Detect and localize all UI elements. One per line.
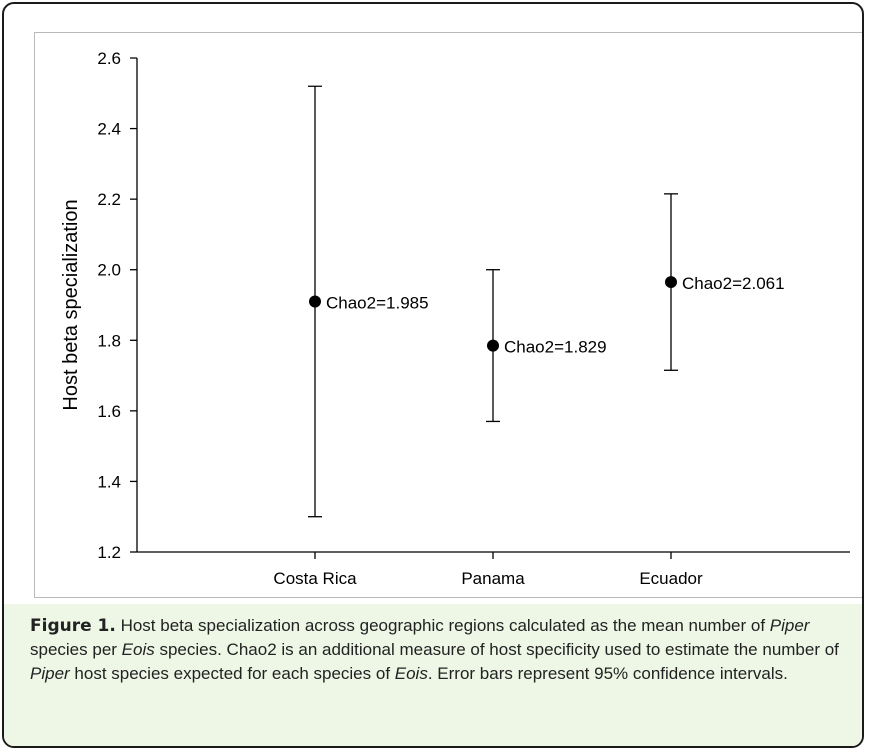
x-tick-label-1: Panama (461, 569, 525, 588)
y-tick-label-1: 1.4 (97, 472, 121, 491)
figure-caption: Figure 1. Host beta specialization acros… (30, 614, 840, 686)
caption-text-1: Host beta specialization across geograph… (115, 616, 770, 635)
plot-panel: 1.2 1.4 1.6 1.8 2.0 2.2 2.4 2.6 Host beta specia… (34, 32, 862, 598)
data-point-2 (665, 276, 677, 289)
data-point-0 (309, 295, 321, 308)
x-tick-label-2: Ecuador (639, 569, 703, 588)
caption-text-4: host species expected for each species o… (69, 664, 395, 683)
y-tick-label-0: 1.2 (97, 543, 121, 562)
y-tick-label-2: 1.6 (97, 402, 121, 421)
figure-label: Figure 1. (30, 616, 116, 636)
caption-italic-eois-2: Eois (394, 664, 428, 683)
caption-italic-eois-1: Eois (121, 640, 155, 659)
data-point-1 (487, 339, 499, 352)
y-tick-label-4: 2.0 (97, 261, 121, 280)
data-label-0: Chao2=1.985 (326, 293, 429, 312)
y-tick-label-5: 2.2 (97, 190, 121, 209)
y-tick-label-3: 1.8 (97, 331, 121, 350)
chart: 1.2 1.4 1.6 1.8 2.0 2.2 2.4 2.6 Host beta specia… (60, 49, 850, 588)
caption-text-3: species. Chao2 is an additional measure … (154, 640, 839, 659)
caption-italic-piper-1: Piper (769, 616, 810, 635)
data-label-1: Chao2=1.829 (504, 338, 607, 357)
x-tick-label-0: Costa Rica (273, 569, 357, 588)
y-tick-label-7: 2.6 (97, 49, 121, 68)
caption-background (4, 604, 862, 746)
caption-italic-piper-2: Piper (30, 664, 70, 683)
caption-text-2: species per (30, 640, 122, 659)
caption-text-5: . Error bars represent 95% confidence in… (427, 664, 788, 683)
data-label-2: Chao2=2.061 (682, 274, 785, 293)
y-tick-label-6: 2.4 (97, 120, 121, 139)
y-axis-label: Host beta specialization (60, 199, 82, 410)
